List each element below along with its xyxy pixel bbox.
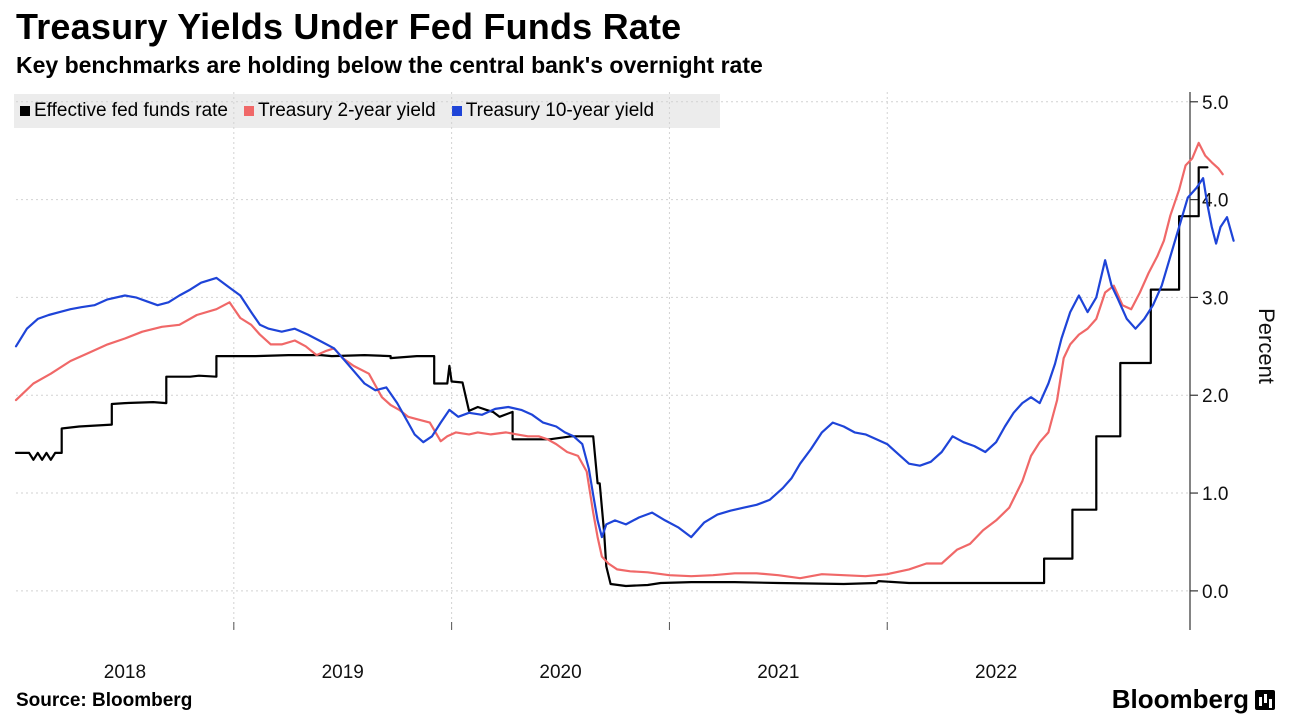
legend-label-fed-funds: Effective fed funds rate <box>34 100 228 121</box>
y-axis-title: Percent <box>1254 308 1279 384</box>
series-treasury-10y-line <box>14 177 1235 539</box>
y-tick-label-1: 1.0 <box>1202 484 1228 505</box>
series-fed-funds-line <box>14 166 1209 588</box>
y-tick-label-3: 3.0 <box>1202 288 1228 309</box>
bloomberg-chart-icon <box>1255 689 1275 710</box>
chart-title: Treasury Yields Under Fed Funds Rate <box>16 6 682 47</box>
legend-swatch-10y <box>451 106 462 116</box>
x-tick-label-0: 2018 <box>104 662 146 683</box>
legend-item-2y: Treasury 2-year yield <box>244 100 436 122</box>
x-tick-label-3: 2021 <box>757 662 799 683</box>
x-tick-label-2: 2020 <box>539 662 581 683</box>
y-tick-label-0: 0.0 <box>1202 582 1228 603</box>
x-tick-label-4: 2022 <box>975 662 1017 683</box>
brand-logo: Bloomberg <box>1112 684 1275 715</box>
y-tick-label-5: 5.0 <box>1202 93 1228 114</box>
y-tick-label-2: 2.0 <box>1202 386 1228 407</box>
series-treasury-2y-line <box>14 141 1224 580</box>
brand-name: Bloomberg <box>1111 684 1249 714</box>
legend-item-fed-funds: Effective fed funds rate <box>20 100 228 122</box>
legend-label-10y: Treasury 10-year yield <box>465 100 655 121</box>
legend-swatch-fed-funds <box>20 106 30 116</box>
legend-swatch-2y <box>244 106 254 116</box>
source-note: Source: Bloomberg <box>16 690 193 711</box>
chart-legend: Effective fed funds rate Treasury 2-year… <box>14 94 720 128</box>
x-tick-label-1: 2019 <box>322 662 364 683</box>
legend-label-2y: Treasury 2-year yield <box>258 100 436 121</box>
chart-subtitle: Key benchmarks are holding below the cen… <box>16 52 763 78</box>
legend-item-10y: Treasury 10-year yield <box>451 100 655 122</box>
